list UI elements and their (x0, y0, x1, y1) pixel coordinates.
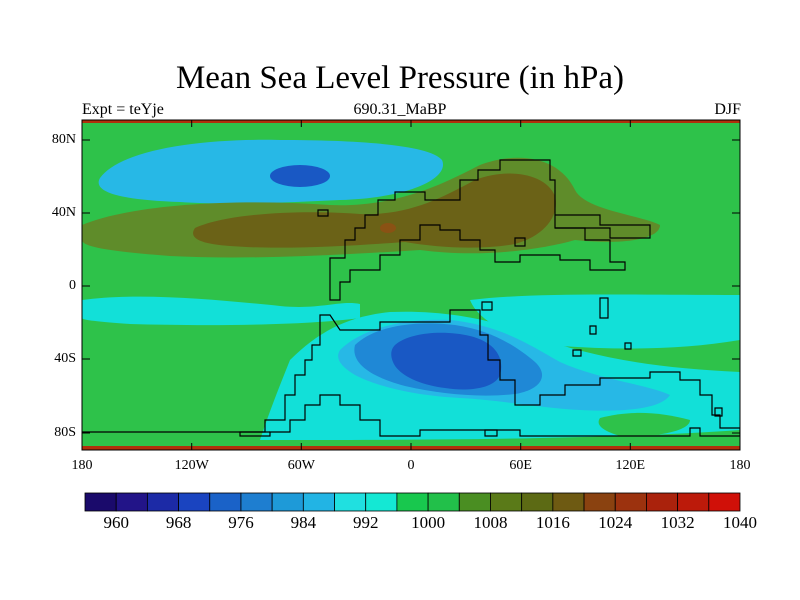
coastline-island-1 (317, 209, 329, 217)
colorbar-label: 968 (165, 513, 192, 532)
colorbar-swatch (677, 492, 710, 512)
colorbar-label: 1008 (473, 513, 508, 532)
lon-label-120w: 120W (174, 458, 209, 473)
colorbar-swatch (427, 492, 460, 512)
lon-label-120e: 120E (615, 458, 646, 473)
colorbar-swatch (646, 492, 679, 512)
lat-label-80n: 80N (51, 132, 76, 147)
lon-label-60w: 60W (287, 458, 315, 473)
colorbar-swatch (396, 492, 429, 512)
experiment-label: Expt = teYje (82, 101, 164, 118)
colorbar-label: 1032 (660, 513, 695, 532)
colorbar-swatch (302, 492, 335, 512)
coastline-island-9 (714, 407, 723, 417)
colorbar-swatch (209, 492, 242, 512)
colorbar-label: 992 (352, 513, 379, 532)
colorbar-swatch (614, 492, 647, 512)
period-label: 690.31_MaBP (353, 101, 447, 118)
colorbar-label: 984 (290, 513, 317, 532)
field-indian-cyan (470, 294, 740, 349)
field-north-low-outer (98, 139, 444, 204)
lon-label-0: 0 (407, 458, 415, 473)
colorbar-swatch (84, 492, 117, 512)
colorbar-swatch (490, 492, 523, 512)
colorbar-label: 1040 (723, 513, 757, 532)
colorbar-swatch (334, 492, 367, 512)
field-antarctic-green-east (598, 412, 690, 437)
lon-label-180w: 180 (71, 458, 93, 473)
colorbar-swatch (552, 492, 585, 512)
field-tropical-cyan (82, 296, 360, 326)
season-label: DJF (714, 101, 741, 118)
lat-label-0: 0 (69, 278, 76, 293)
lat-label-40s: 40S (54, 351, 76, 366)
lat-label-40n: 40N (51, 205, 76, 220)
colorbar-label: 1000 (411, 513, 446, 532)
lat-label-80s: 80S (54, 425, 76, 440)
colorbar-swatch (708, 492, 741, 512)
colorbar-swatch (365, 492, 398, 512)
colorbar-label: 976 (228, 513, 254, 532)
coastline-east-arm (555, 214, 651, 239)
coastline-island-6 (572, 349, 582, 357)
colorbar-swatch (178, 492, 211, 512)
field-midlat-high-inner (193, 173, 556, 248)
lon-label-180e: 180 (729, 458, 751, 473)
coastline-island-7 (624, 342, 632, 350)
pressure-map (81, 119, 741, 451)
coastline-north-continent (329, 159, 626, 301)
colorbar-swatch (115, 492, 148, 512)
colorbar-label: 1016 (535, 513, 570, 532)
colorbar-swatch (521, 492, 554, 512)
coastline-island-5 (589, 325, 597, 335)
colorbar (84, 492, 741, 512)
field-high-core (380, 223, 396, 233)
field-north-low-core (270, 165, 330, 187)
colorbar-swatch (458, 492, 491, 512)
coastline-island-8 (484, 429, 498, 437)
colorbar-label: 1024 (598, 513, 633, 532)
colorbar-swatch (583, 492, 616, 512)
map-title: Mean Sea Level Pressure (in hPa) (175, 60, 625, 96)
field-south-deep-low (391, 332, 502, 390)
colorbar-swatch (146, 492, 179, 512)
colorbar-label: 960 (103, 513, 129, 532)
colorbar-swatch (240, 492, 273, 512)
coastline-island-3 (599, 297, 609, 319)
coastline-island-4 (481, 301, 493, 311)
lon-label-60e: 60E (509, 458, 532, 473)
colorbar-swatch (271, 492, 304, 512)
coastline-island-2 (514, 237, 526, 247)
